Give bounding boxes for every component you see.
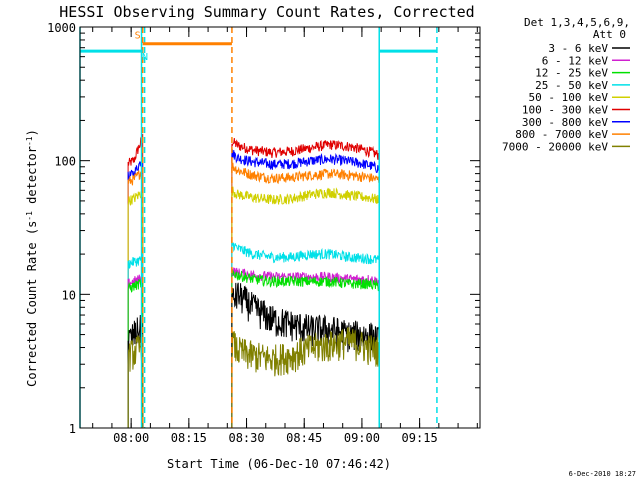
x-tick-label: 09:00	[344, 431, 380, 445]
series-line-100-300-kev	[127, 133, 380, 428]
series-line-25-50-kev	[127, 240, 380, 428]
x-tick-label: 08:30	[228, 431, 264, 445]
legend-label: 100 - 300 keV	[522, 104, 608, 117]
legend-label: 3 - 6 keV	[548, 42, 608, 55]
legend-label: 25 - 50 keV	[535, 79, 608, 92]
x-tick-label: 08:00	[113, 431, 149, 445]
series-line-50-100-kev	[127, 186, 380, 428]
flag-label-s: S	[135, 31, 141, 42]
legend-header-detectors: Det 1,3,4,5,6,9,	[524, 16, 630, 29]
legend-label: 800 - 7000 keV	[515, 128, 608, 141]
y-tick-label: 1	[69, 422, 76, 436]
axes: 1 10 100 1000 08:00 08:15 08:30 08:45 09:00 09:15	[47, 21, 481, 445]
chart-title: HESSI Observing Summary Count Rates, Cor…	[59, 3, 474, 21]
y-tick-label: 100	[54, 155, 76, 169]
y-tick-label: 1000	[47, 21, 76, 35]
legend-header-attenuator: Att 0	[593, 28, 626, 41]
x-axis-label: Start Time (06-Dec-10 07:46:42)	[167, 457, 391, 471]
series-line-800-7000-kev	[127, 162, 380, 428]
x-tick-label: 09:15	[402, 431, 438, 445]
series-line-12-25-kev	[127, 267, 380, 428]
series-line-3-6-kev	[127, 282, 380, 428]
legend-label: 7000 - 20000 keV	[502, 140, 608, 153]
series-line-300-800-kev	[127, 149, 380, 428]
footer-date: 6-Dec-2010 18:27	[569, 470, 636, 478]
plot-frame	[79, 26, 481, 429]
legend-label: 300 - 800 keV	[522, 116, 608, 129]
legend-label: 50 - 100 keV	[529, 91, 609, 104]
legend-label: 12 - 25 keV	[535, 67, 608, 80]
legend-label: 6 - 12 keV	[542, 54, 609, 67]
flag-label-n: N	[142, 52, 148, 63]
x-tick-label: 08:45	[286, 431, 322, 445]
data-layer: SN	[79, 27, 438, 428]
series-line-7000-20000-kev	[127, 327, 380, 428]
y-tick-label: 10	[62, 288, 76, 302]
y-axis-label: Corrected Count Rate (s-1 detector-1)	[25, 129, 39, 387]
x-tick-label: 08:15	[171, 431, 207, 445]
